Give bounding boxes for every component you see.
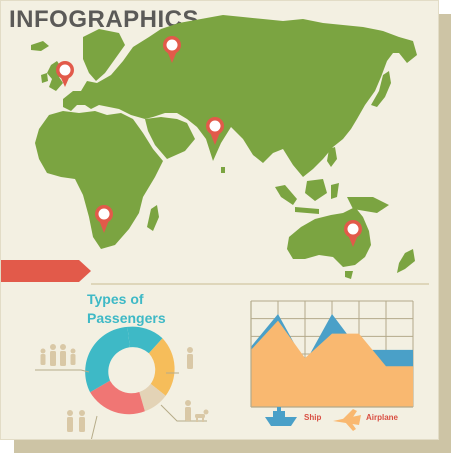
landmass-srilanka (221, 167, 225, 173)
world-map (1, 15, 429, 285)
banner-arrow (1, 260, 91, 282)
landmass-borneo (305, 179, 327, 201)
pin-russia-icon[interactable] (163, 36, 181, 63)
landmass-africa (35, 111, 163, 249)
landmass-java (295, 207, 319, 214)
landmass-sumatra (275, 185, 297, 205)
pin-india-icon[interactable] (206, 117, 224, 145)
pin-australia-icon[interactable] (344, 220, 362, 247)
map-pins (56, 36, 362, 247)
landmass-philippines (327, 147, 337, 167)
landmass-japan (371, 71, 391, 107)
landmass-iceland (31, 41, 49, 51)
landmass-australia (287, 207, 371, 267)
pin-europe-west-icon[interactable] (56, 61, 74, 87)
pin-southern-africa-icon[interactable] (95, 205, 113, 233)
infographic-sheet: INFOGRAPHICS (0, 0, 439, 440)
landmass-sulawesi (331, 183, 339, 199)
landmass-kamchatka (399, 37, 417, 63)
landmass-madagascar (147, 205, 159, 231)
landmass-eurasia (63, 15, 411, 177)
legend-ship-label: Ship (304, 413, 322, 422)
landmass-arabia (145, 117, 195, 159)
legend-airplane-label: Airplane (366, 413, 399, 422)
passengers-title: Types of Passengers (87, 290, 197, 328)
landmass-ireland (41, 73, 48, 83)
landmass-newguinea (347, 197, 389, 213)
landmass-newzealand (397, 249, 415, 273)
passengers-title-line2: Passengers (87, 310, 166, 326)
passengers-title-line1: Types of (87, 291, 144, 307)
landmass-tasmania (345, 271, 353, 279)
landmass-scandinavia (83, 29, 125, 81)
